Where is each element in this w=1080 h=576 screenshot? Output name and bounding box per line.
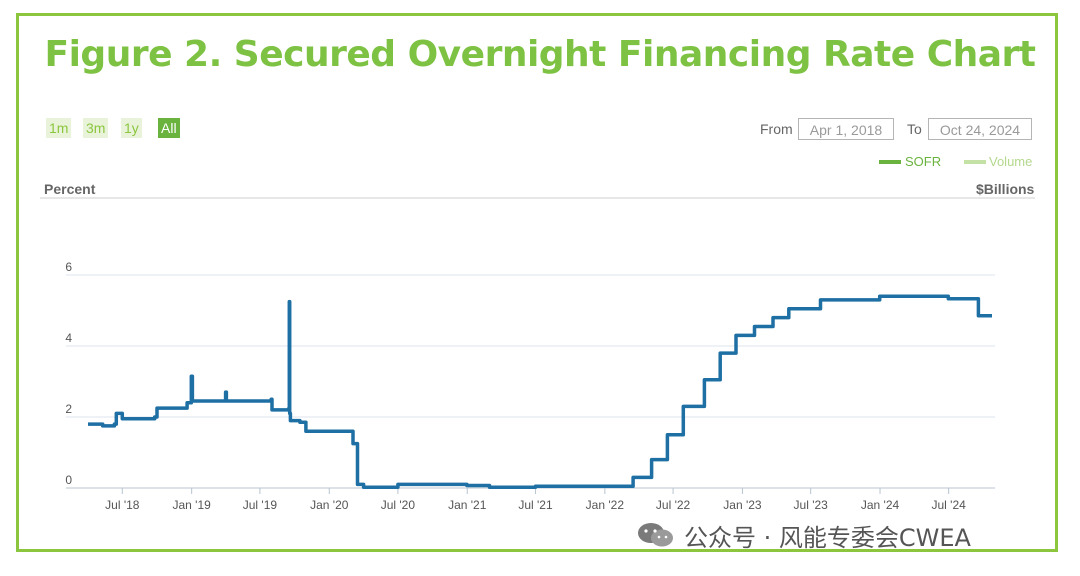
x-tick-label: Jul '22 bbox=[656, 498, 691, 512]
from-label: From bbox=[760, 121, 793, 137]
figure-frame bbox=[16, 13, 1058, 552]
to-date-input[interactable]: Oct 24, 2024 bbox=[928, 118, 1032, 140]
x-tick-label: Jul '20 bbox=[381, 498, 416, 512]
sofr-series-line bbox=[88, 294, 992, 490]
legend-volume-swatch bbox=[964, 160, 986, 164]
legend-sofr-swatch bbox=[879, 160, 901, 164]
y-tick-label: 6 bbox=[65, 260, 72, 274]
watermark-text: 公众号 · 风能专委会CWEA bbox=[684, 524, 971, 552]
range-3m-button[interactable]: 3m bbox=[83, 118, 109, 138]
y-tick-label: 0 bbox=[65, 473, 72, 487]
x-tick-label: Jan '24 bbox=[861, 498, 900, 512]
x-tick-label: Jul '21 bbox=[518, 498, 553, 512]
x-tick-label: Jul '23 bbox=[794, 498, 829, 512]
y-axis-right-title: $Billions bbox=[976, 181, 1035, 197]
y-tick-label: 4 bbox=[65, 331, 72, 345]
x-tick-label: Jan '23 bbox=[723, 498, 762, 512]
range-all-button[interactable]: All bbox=[158, 118, 180, 138]
x-tick-label: Jan '19 bbox=[173, 498, 212, 512]
x-tick-label: Jan '22 bbox=[586, 498, 625, 512]
from-date-input[interactable]: Apr 1, 2018 bbox=[798, 118, 894, 140]
chart-title: Figure 2. Secured Overnight Financing Ra… bbox=[44, 34, 1037, 75]
legend-volume-label[interactable]: Volume bbox=[989, 154, 1033, 169]
x-tick-label: Jul '19 bbox=[243, 498, 278, 512]
to-label: To bbox=[907, 121, 922, 137]
y-tick-label: 2 bbox=[65, 402, 72, 416]
x-tick-label: Jan '20 bbox=[310, 498, 349, 512]
legend-sofr-label[interactable]: SOFR bbox=[905, 154, 942, 169]
x-tick-label: Jul '24 bbox=[931, 498, 966, 512]
range-1m-button[interactable]: 1m bbox=[46, 118, 72, 138]
y-axis-left-title: Percent bbox=[44, 181, 96, 197]
x-tick-label: Jul '18 bbox=[105, 498, 140, 512]
x-tick-label: Jan '21 bbox=[448, 498, 487, 512]
wechat-icon bbox=[638, 523, 673, 547]
range-1y-button[interactable]: 1y bbox=[121, 118, 142, 138]
